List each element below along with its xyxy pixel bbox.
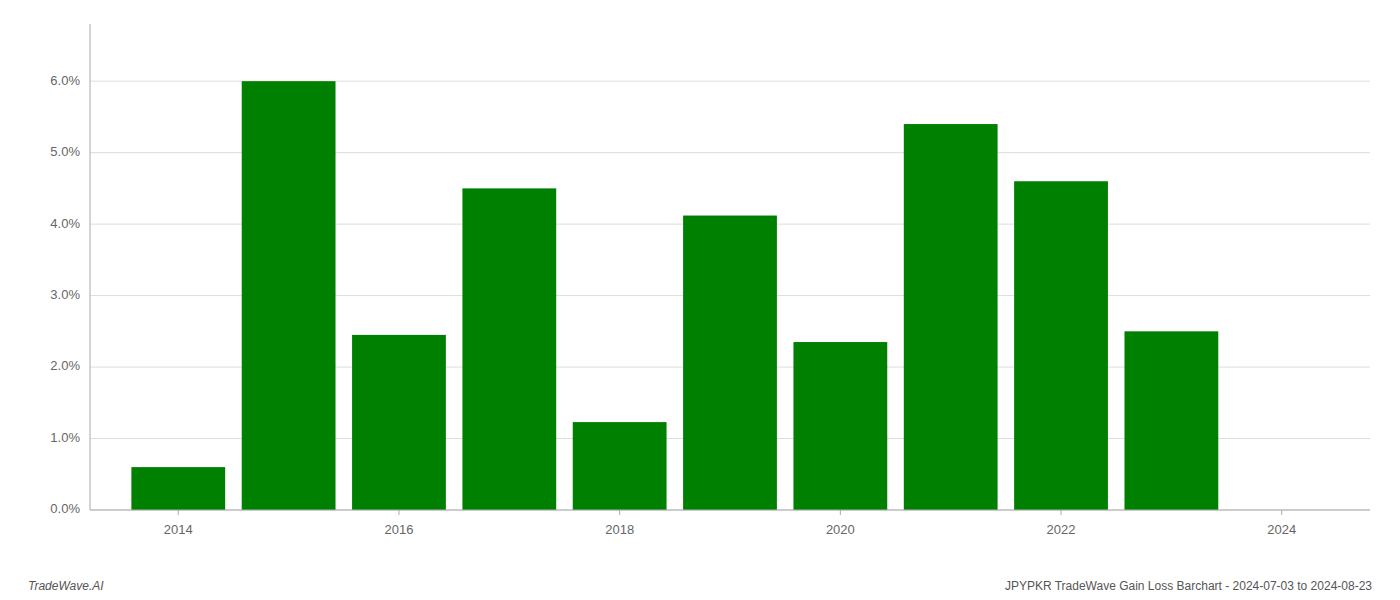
x-tick [619,510,620,515]
footer-right: JPYPKR TradeWave Gain Loss Barchart - 20… [1005,579,1372,593]
x-tick [840,510,841,515]
y-tick-label: 0.0% [50,501,80,516]
x-tick-label: 2022 [1047,522,1076,537]
x-tick [398,510,399,515]
page: {"chart_data": {"type": "bar", "x": [201… [0,0,1400,600]
x-tick [178,510,179,515]
x-tick-label: 2016 [385,522,414,537]
y-tick-label: 3.0% [50,287,80,302]
chart: 0.0% 1.0% 2.0% 3.0% 4.0% 5.0% 6.0% 2014 2016 2018… [0,0,1400,600]
chart-container: 0.0% 1.0% 2.0% 3.0% 4.0% 5.0% 6.0% 2014 2016 2018… [0,0,1400,600]
bar [1014,181,1108,510]
bar [573,422,667,510]
y-tick-label: 5.0% [50,144,80,159]
x-tick-label: 2024 [1267,522,1296,537]
bar [793,342,887,510]
bar [131,467,225,510]
y-tick-label: 6.0% [50,73,80,88]
x-tick [1281,510,1282,515]
footer-left: TradeWave.AI [28,579,104,593]
x-ticks: 2014 2016 2018 2020 2022 2024 [164,510,1296,537]
y-tick-label: 2.0% [50,358,80,373]
bar [242,81,336,510]
y-tick-labels: 0.0% 1.0% 2.0% 3.0% 4.0% 5.0% 6.0% [50,73,80,517]
grid-line [90,510,1370,511]
y-axis-line [90,24,91,510]
y-grid [90,81,1370,510]
bar [904,124,998,510]
x-axis-line [90,510,1370,511]
bar [683,216,777,510]
x-tick-label: 2020 [826,522,855,537]
x-tick-label: 2018 [605,522,634,537]
bar [462,188,556,510]
x-tick-label: 2014 [164,522,193,537]
bar [1124,331,1218,510]
bar [352,335,446,510]
y-tick-label: 4.0% [50,216,80,231]
bars [131,81,1218,510]
y-tick-label: 1.0% [50,430,80,445]
x-tick [1061,510,1062,515]
